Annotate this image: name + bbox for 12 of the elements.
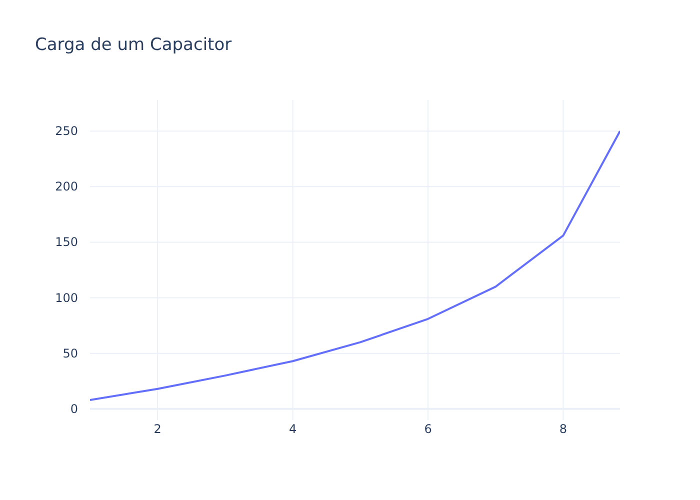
y-tick-label: 250 bbox=[55, 124, 78, 138]
y-tick-label: 0 bbox=[70, 402, 78, 416]
y-tick-label: 150 bbox=[55, 235, 78, 250]
x-tick-label: 4 bbox=[288, 422, 297, 436]
y-tick-label: 200 bbox=[55, 180, 78, 194]
x-tick-label: 8 bbox=[559, 422, 568, 436]
y-tick-label: 50 bbox=[62, 346, 78, 360]
y-tick-label: 100 bbox=[55, 290, 78, 305]
line-series bbox=[90, 130, 620, 401]
x-tick-label: 2 bbox=[154, 422, 162, 436]
x-tick-label: 6 bbox=[424, 422, 432, 436]
chart-title: Carga de um Capacitor bbox=[35, 35, 232, 55]
